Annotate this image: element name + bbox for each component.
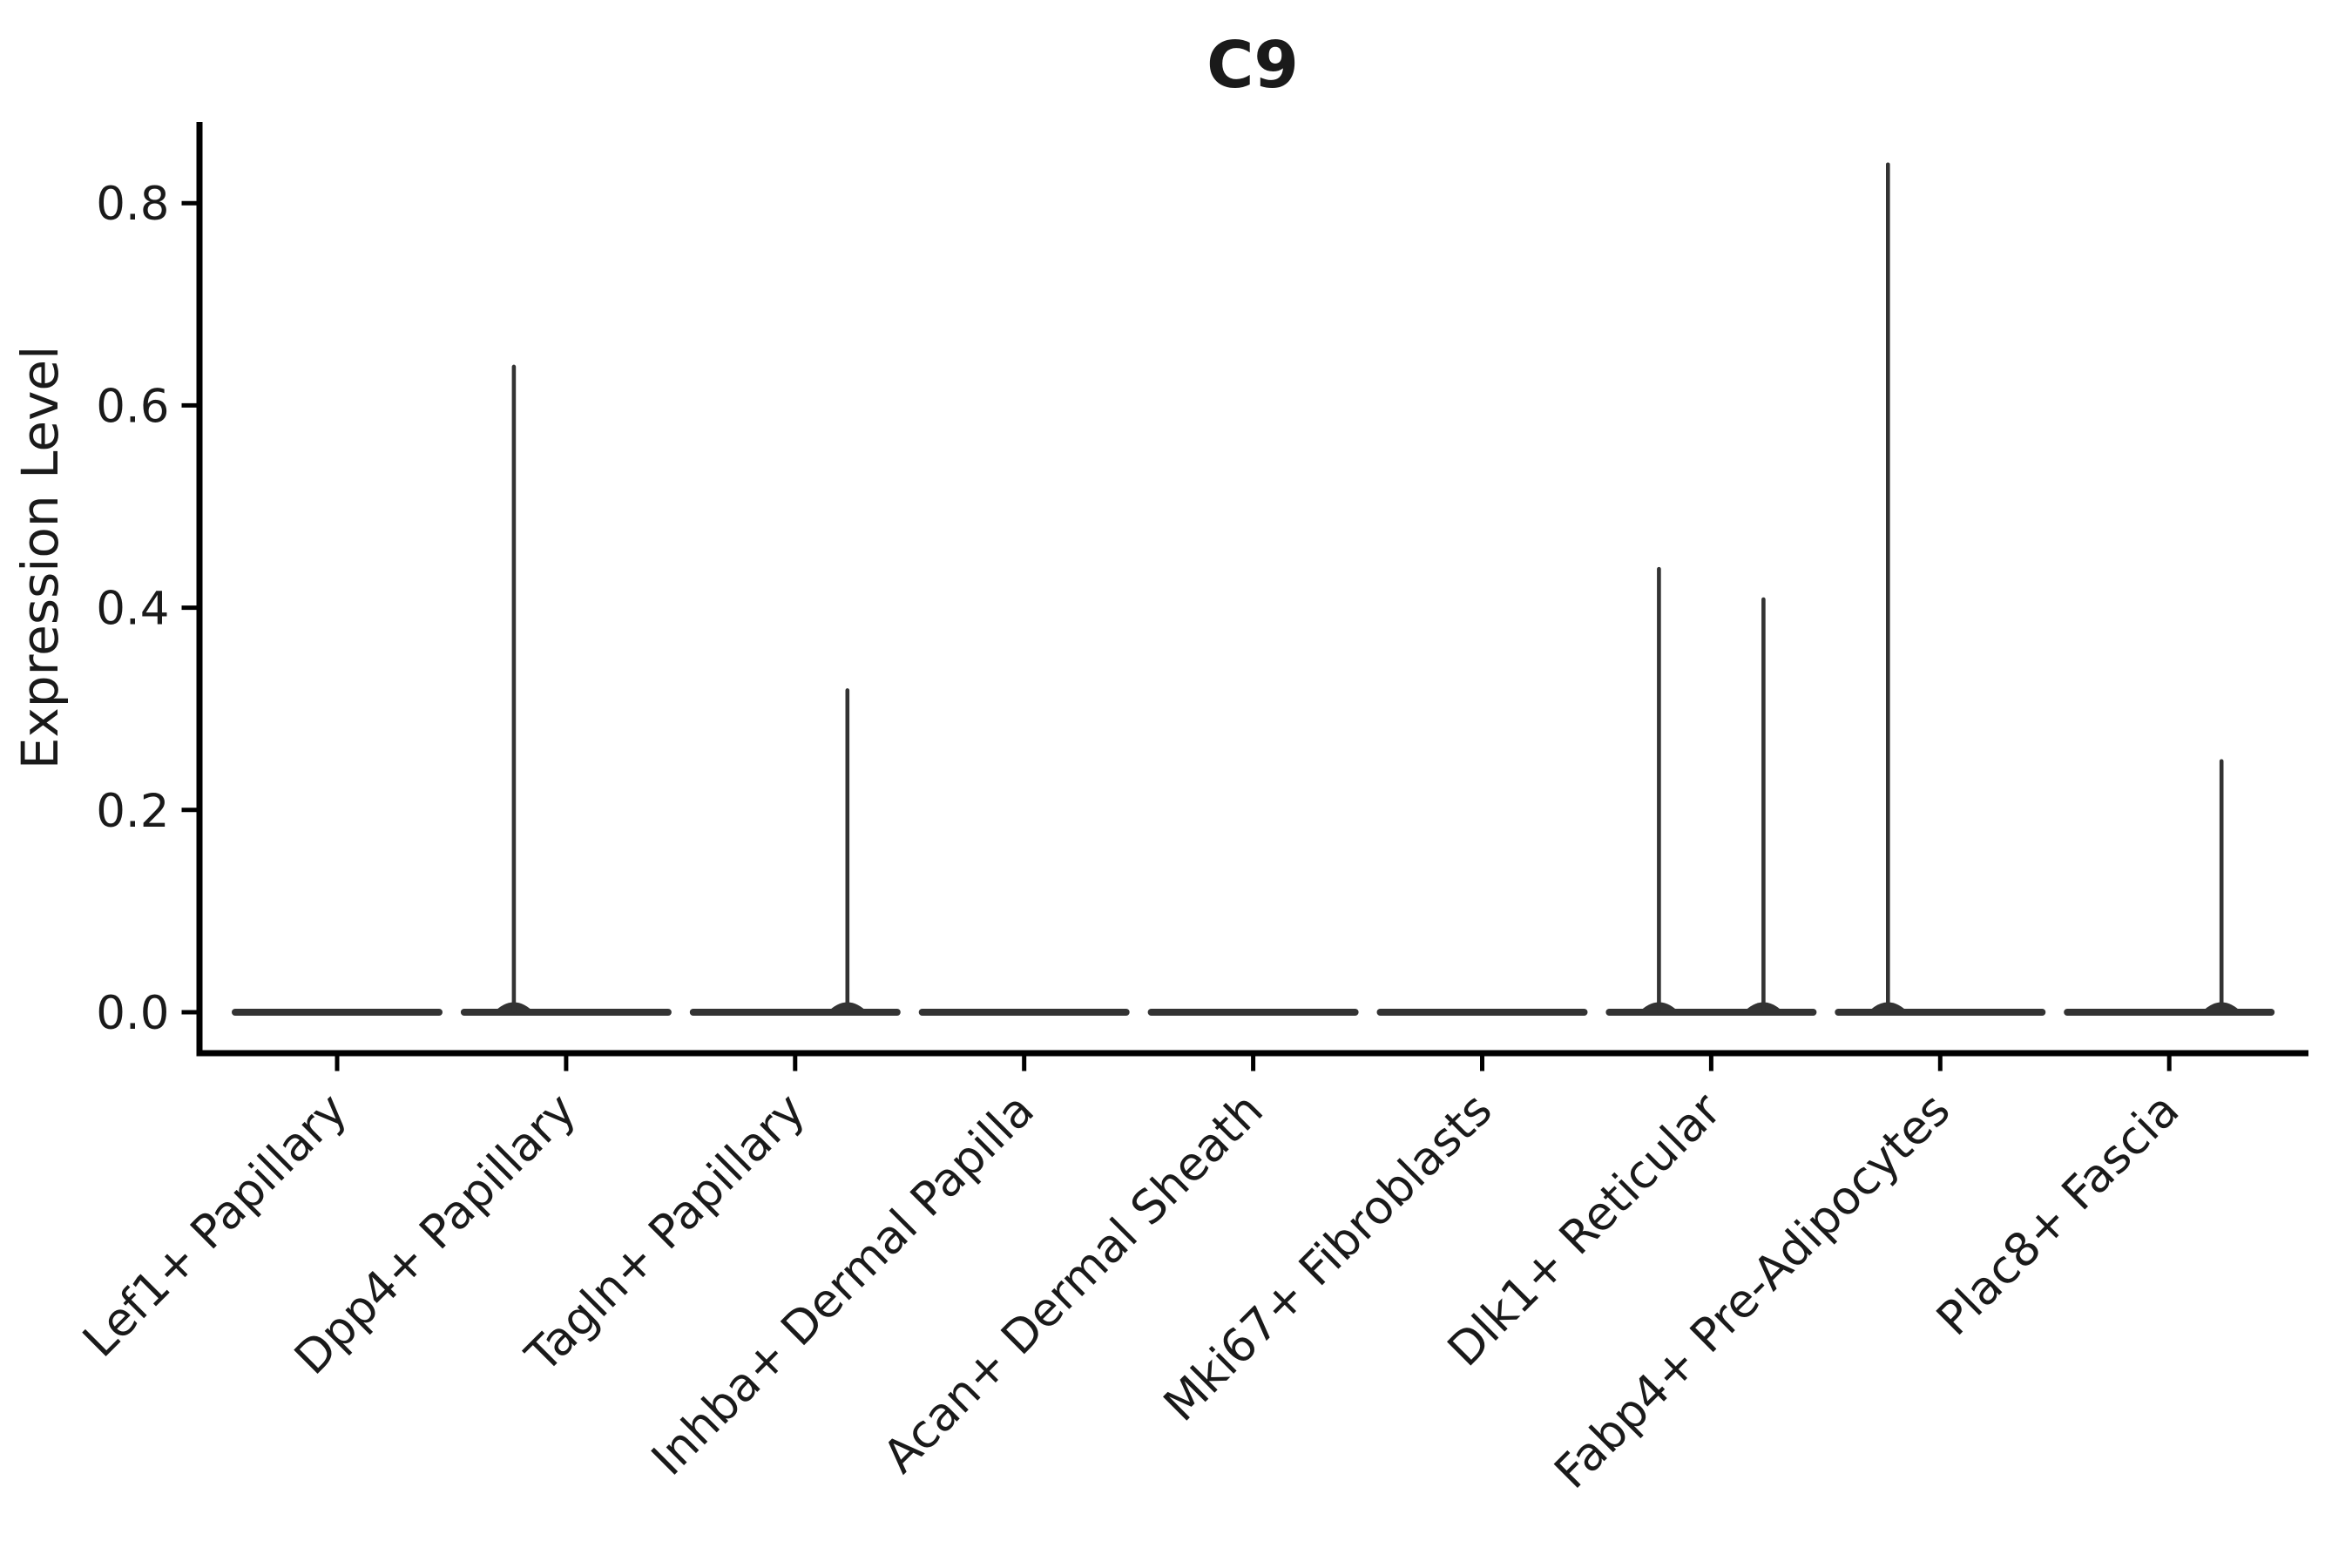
y-tick-label: 0.6: [96, 380, 169, 433]
y-tick-label: 0.0: [96, 987, 169, 1040]
axes-layer: [196, 122, 2308, 1057]
y-tick-label: 0.4: [96, 583, 169, 636]
violins-layer: [232, 162, 2275, 1016]
y-tick-label: 0.8: [96, 178, 169, 231]
x-tick-label: Plac8+ Fascia: [1927, 1084, 2189, 1346]
y-axis-label: Expression Level: [10, 346, 70, 769]
x-tick-label: Fabp4+ Pre-Adipocytes: [1544, 1084, 1960, 1499]
x-tick-label: Inhba+ Dermal Papilla: [642, 1084, 1044, 1486]
x-tick-label: Acan+ Dermal Sheath: [874, 1084, 1274, 1484]
chart-title: C9: [1206, 28, 1299, 103]
y-tick-label: 0.2: [96, 785, 169, 838]
